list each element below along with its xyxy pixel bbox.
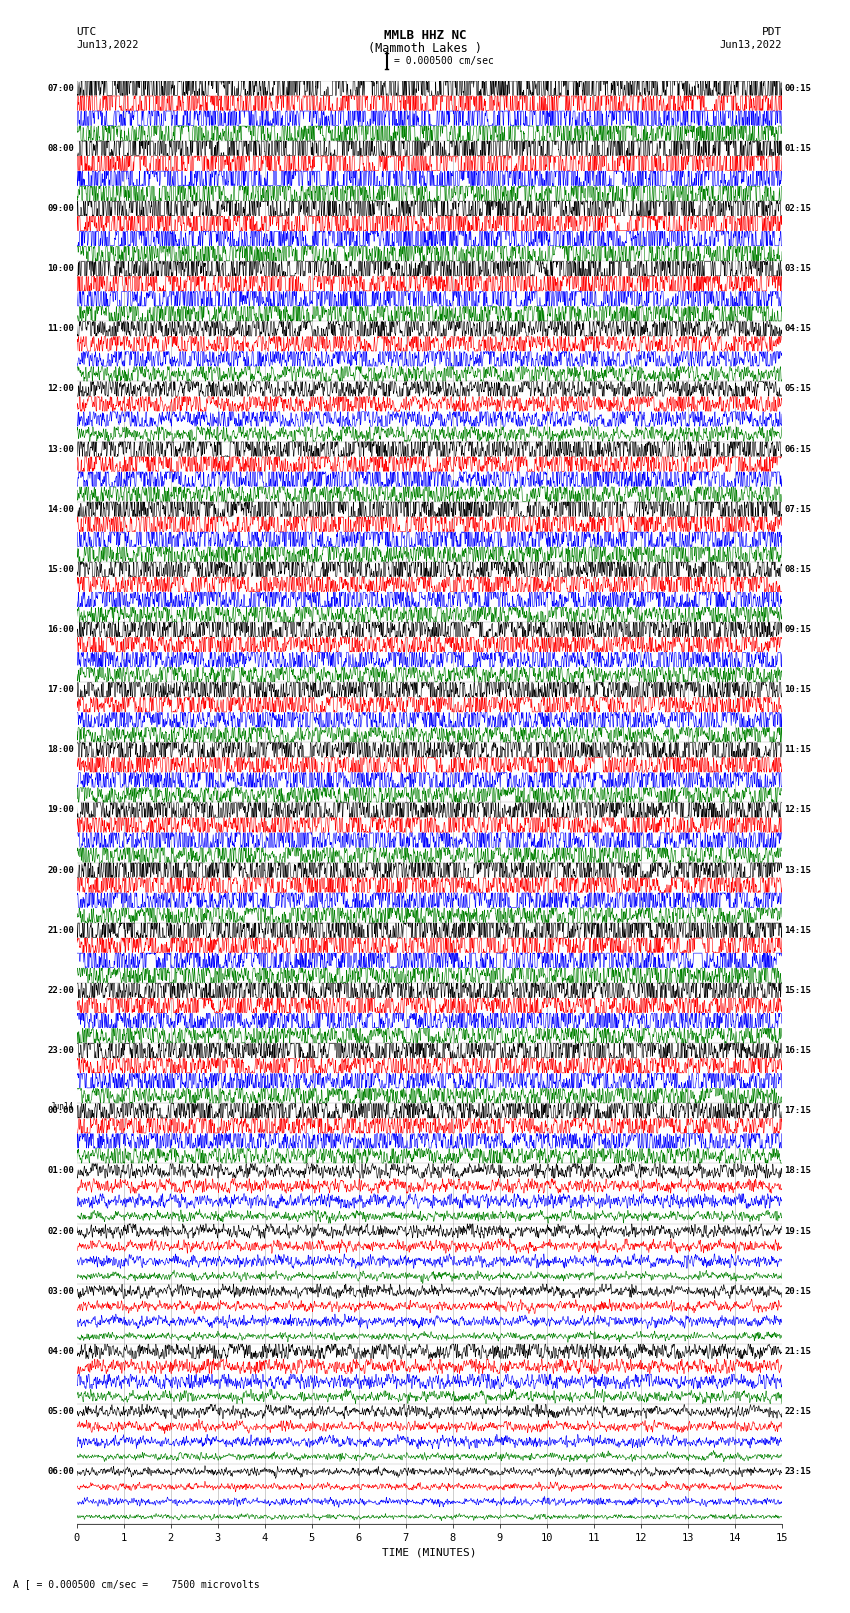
- Text: MMLB HHZ NC: MMLB HHZ NC: [383, 29, 467, 42]
- Text: 09:15: 09:15: [785, 624, 812, 634]
- Text: 18:00: 18:00: [47, 745, 74, 755]
- Text: 04:00: 04:00: [47, 1347, 74, 1357]
- Text: 21:00: 21:00: [47, 926, 74, 936]
- Text: 17:15: 17:15: [785, 1107, 812, 1115]
- Text: A [ = 0.000500 cm/sec =    7500 microvolts: A [ = 0.000500 cm/sec = 7500 microvolts: [13, 1579, 259, 1589]
- Text: 16:00: 16:00: [47, 624, 74, 634]
- Text: 11:00: 11:00: [47, 324, 74, 334]
- X-axis label: TIME (MINUTES): TIME (MINUTES): [382, 1547, 477, 1558]
- Text: 00:15: 00:15: [785, 84, 812, 92]
- Text: 06:15: 06:15: [785, 445, 812, 453]
- Text: 02:15: 02:15: [785, 203, 812, 213]
- Text: UTC: UTC: [76, 27, 97, 37]
- Text: 23:15: 23:15: [785, 1468, 812, 1476]
- Text: Jun13,2022: Jun13,2022: [719, 40, 782, 50]
- Text: 12:00: 12:00: [47, 384, 74, 394]
- Text: 07:15: 07:15: [785, 505, 812, 513]
- Text: 22:00: 22:00: [47, 986, 74, 995]
- Text: PDT: PDT: [762, 27, 782, 37]
- Text: = 0.000500 cm/sec: = 0.000500 cm/sec: [394, 56, 493, 66]
- Text: Jun13,2022: Jun13,2022: [76, 40, 139, 50]
- Text: 01:00: 01:00: [47, 1166, 74, 1176]
- Text: 19:00: 19:00: [47, 805, 74, 815]
- Text: 21:15: 21:15: [785, 1347, 812, 1357]
- Text: 22:15: 22:15: [785, 1407, 812, 1416]
- Text: 03:00: 03:00: [47, 1287, 74, 1295]
- Text: 15:00: 15:00: [47, 565, 74, 574]
- Text: Jun14: Jun14: [51, 1102, 74, 1111]
- Text: 15:15: 15:15: [785, 986, 812, 995]
- Text: 00:00: 00:00: [47, 1107, 74, 1115]
- Text: 16:15: 16:15: [785, 1047, 812, 1055]
- Text: 06:00: 06:00: [47, 1468, 74, 1476]
- Text: 20:00: 20:00: [47, 866, 74, 874]
- Text: 12:15: 12:15: [785, 805, 812, 815]
- Text: 05:00: 05:00: [47, 1407, 74, 1416]
- Text: 19:15: 19:15: [785, 1226, 812, 1236]
- Text: 03:15: 03:15: [785, 265, 812, 273]
- Text: 08:00: 08:00: [47, 144, 74, 153]
- Text: 02:00: 02:00: [47, 1226, 74, 1236]
- Text: 13:00: 13:00: [47, 445, 74, 453]
- Text: 17:00: 17:00: [47, 686, 74, 694]
- Text: 05:15: 05:15: [785, 384, 812, 394]
- Text: 10:00: 10:00: [47, 265, 74, 273]
- Text: 14:00: 14:00: [47, 505, 74, 513]
- Text: 10:15: 10:15: [785, 686, 812, 694]
- Text: 01:15: 01:15: [785, 144, 812, 153]
- Text: (Mammoth Lakes ): (Mammoth Lakes ): [368, 42, 482, 55]
- Text: 11:15: 11:15: [785, 745, 812, 755]
- Text: 08:15: 08:15: [785, 565, 812, 574]
- Text: 20:15: 20:15: [785, 1287, 812, 1295]
- Text: 23:00: 23:00: [47, 1047, 74, 1055]
- Text: 07:00: 07:00: [47, 84, 74, 92]
- Text: 18:15: 18:15: [785, 1166, 812, 1176]
- Text: 14:15: 14:15: [785, 926, 812, 936]
- Text: 04:15: 04:15: [785, 324, 812, 334]
- Text: 09:00: 09:00: [47, 203, 74, 213]
- Text: 13:15: 13:15: [785, 866, 812, 874]
